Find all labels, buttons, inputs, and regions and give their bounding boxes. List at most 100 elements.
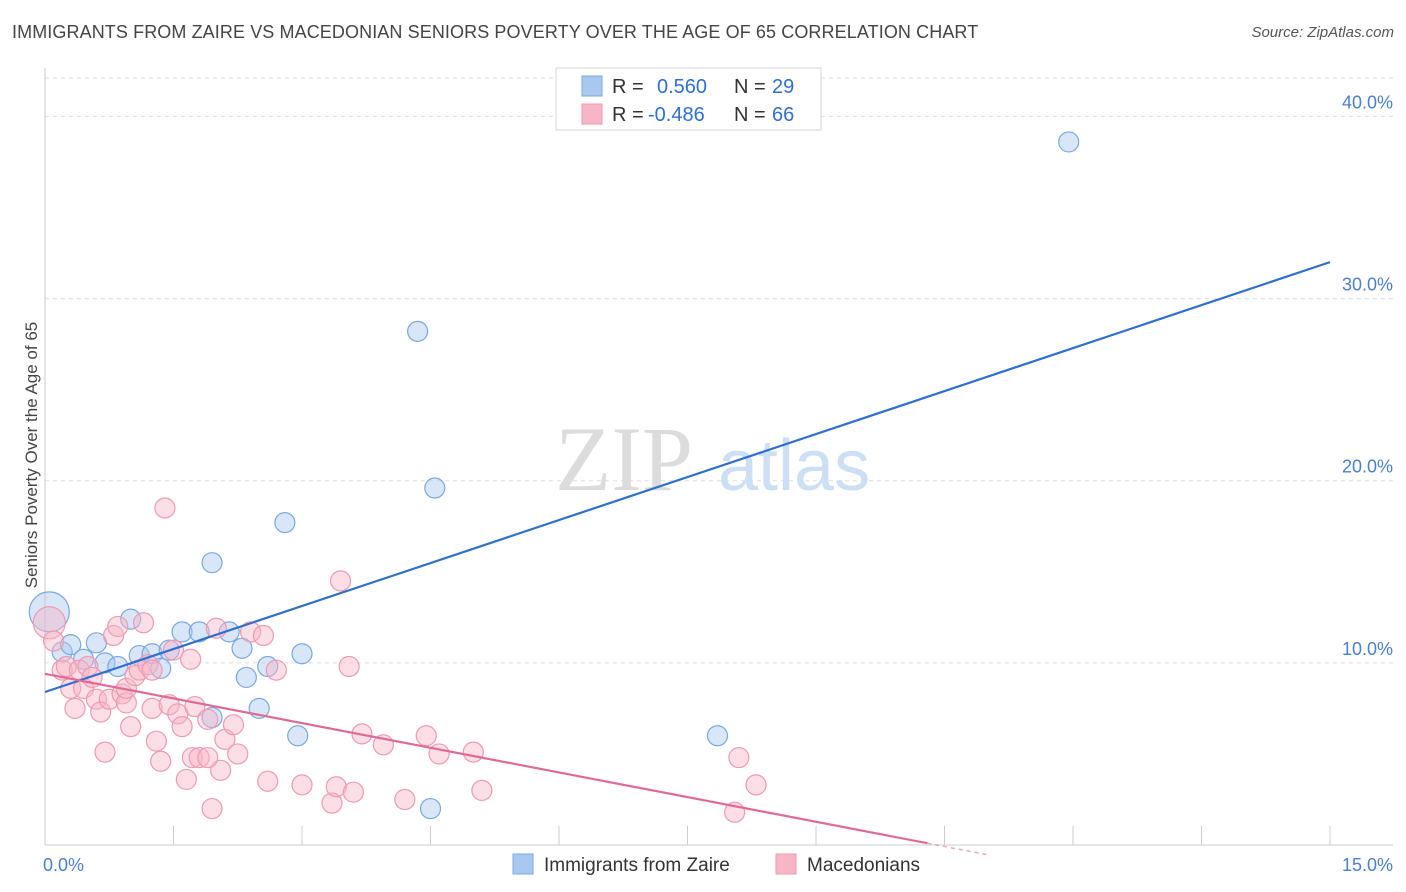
point-macedonians: [175, 768, 197, 791]
point-macedonians: [462, 741, 484, 763]
point-macedonians: [329, 570, 352, 592]
point-macedonians: [240, 621, 262, 643]
point-macedonians: [210, 759, 232, 781]
legend-n-value-zaire: 29: [772, 76, 794, 98]
legend-n-label-macedonians: N =: [734, 104, 766, 126]
point-zaire: [1058, 131, 1080, 153]
point-zaire: [424, 477, 446, 499]
point-macedonians: [222, 714, 245, 736]
watermark-atlas: atlas: [718, 426, 870, 506]
legend-r-value-zaire: 0.560: [657, 76, 707, 98]
point-macedonians: [158, 694, 180, 716]
point-zaire: [150, 657, 172, 679]
x-tick-labels: 0.0% 15.0%: [43, 855, 1393, 875]
bottom-legend-swatch-zaire: [512, 853, 534, 875]
point-macedonians: [188, 746, 210, 769]
trend-extension-macedonians: [927, 842, 988, 856]
watermark: ZIP atlas: [555, 408, 870, 510]
point-macedonians: [197, 746, 219, 769]
point-zaire: [407, 320, 429, 342]
point-macedonians: [141, 659, 163, 681]
point-macedonians: [85, 688, 108, 710]
point-macedonians: [728, 746, 750, 769]
point-macedonians: [471, 779, 493, 801]
point-zaire: [291, 643, 313, 665]
point-macedonians: [115, 692, 137, 714]
point-macedonians: [325, 776, 347, 798]
y-tick-label: 40.0%: [1342, 92, 1393, 112]
y-tick-labels: 10.0% 20.0% 30.0% 40.0%: [1342, 92, 1393, 658]
bottom-legend-label-zaire: Immigrants from Zaire: [544, 855, 730, 876]
point-macedonians: [265, 659, 287, 681]
legend-r-label-macedonians: R =: [612, 104, 644, 126]
point-macedonians: [77, 655, 99, 678]
point-macedonians: [42, 630, 65, 652]
legend-n-value-macedonians: 66: [772, 104, 794, 126]
point-macedonians: [252, 624, 275, 647]
point-zaire: [235, 666, 257, 689]
legend-swatch-zaire: [581, 75, 603, 97]
bottom-legend: Immigrants from Zaire Macedonians: [512, 853, 920, 876]
point-zaire: [419, 797, 442, 820]
legend-r-label-zaire: R =: [612, 76, 644, 98]
point-macedonians: [415, 725, 437, 747]
point-macedonians: [32, 606, 66, 640]
point-macedonians: [201, 797, 223, 820]
point-zaire: [120, 608, 142, 630]
y-tick-label: 20.0%: [1342, 457, 1393, 477]
legend-swatch-macedonians: [581, 103, 603, 125]
y-axis-title: Seniors Poverty Over the Age of 65: [22, 322, 41, 588]
point-zaire: [218, 621, 240, 643]
point-macedonians: [150, 750, 172, 772]
point-macedonians: [64, 697, 86, 719]
point-zaire: [60, 634, 82, 656]
x-tick-label-min: 0.0%: [43, 855, 84, 875]
point-zaire: [706, 725, 729, 747]
point-macedonians: [154, 497, 176, 519]
point-macedonians: [55, 655, 78, 678]
point-macedonians: [141, 697, 163, 719]
bottom-legend-swatch-macedonians: [775, 853, 797, 875]
chart-title: IMMIGRANTS FROM ZAIRE VS MACEDONIAN SENI…: [12, 22, 979, 42]
point-zaire: [171, 621, 193, 643]
point-zaire: [188, 621, 210, 643]
point-zaire: [257, 655, 279, 678]
point-zaire: [201, 552, 223, 574]
point-macedonians: [180, 648, 202, 670]
point-macedonians: [338, 655, 360, 678]
legend: R = 0.560 N = 29 R = -0.486 N = 66: [555, 67, 822, 131]
point-macedonians: [90, 701, 112, 723]
trend-lines: [44, 261, 1331, 856]
point-macedonians: [132, 612, 155, 634]
bottom-legend-label-macedonians: Macedonians: [807, 855, 920, 876]
point-zaire: [287, 725, 309, 747]
y-tick-label: 30.0%: [1342, 275, 1393, 295]
point-macedonians: [394, 788, 416, 811]
point-macedonians: [197, 708, 219, 730]
axes: [44, 68, 1393, 846]
point-macedonians: [342, 781, 364, 803]
legend-r-value-macedonians: -0.486: [648, 104, 705, 126]
point-macedonians: [171, 716, 193, 738]
point-macedonians: [291, 774, 313, 796]
point-macedonians: [107, 615, 129, 638]
point-macedonians: [745, 774, 767, 796]
grid-lines: [45, 77, 1393, 664]
point-macedonians: [257, 770, 279, 792]
x-tick-label-max: 15.0%: [1342, 855, 1393, 875]
point-macedonians: [321, 792, 343, 814]
trend-line-zaire: [44, 261, 1331, 694]
point-zaire: [231, 637, 253, 659]
point-macedonians: [428, 743, 450, 765]
point-macedonians: [94, 741, 116, 763]
data-points: [28, 131, 1080, 823]
point-macedonians: [181, 746, 203, 769]
point-zaire: [274, 512, 296, 534]
point-macedonians: [145, 730, 167, 752]
point-macedonians: [120, 716, 142, 738]
source-label: Source: ZipAtlas.com: [1251, 24, 1394, 41]
point-macedonians: [98, 688, 120, 710]
y-tick-label: 10.0%: [1342, 639, 1393, 659]
trend-line-macedonians: [44, 672, 928, 845]
